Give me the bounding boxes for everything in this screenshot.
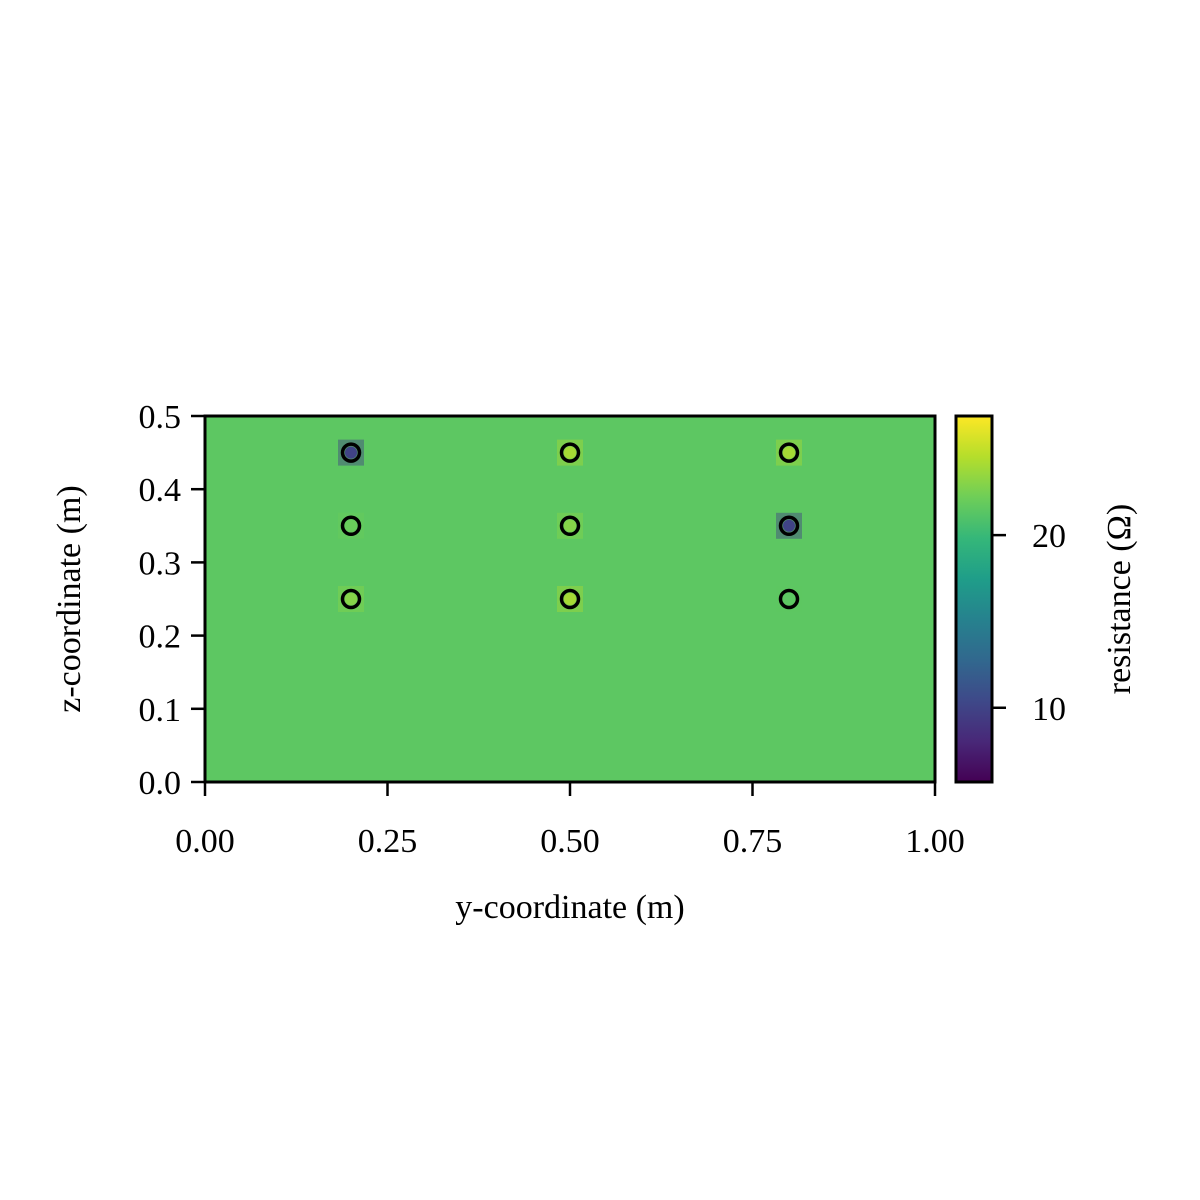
y-tick-label: 0.3 xyxy=(139,545,182,582)
electrode-core xyxy=(783,519,795,532)
y-tick-label: 0.0 xyxy=(139,765,182,802)
y-axis-label: z-coordinate (m) xyxy=(51,485,88,713)
y-tick-label: 0.5 xyxy=(139,399,182,436)
electrode-core xyxy=(564,446,576,459)
electrode-core xyxy=(783,593,795,605)
x-axis-label: y-coordinate (m) xyxy=(455,889,684,926)
x-tick-label: 0.00 xyxy=(175,823,235,860)
electrode-marker xyxy=(559,515,581,537)
colorbar-tick-label: 10 xyxy=(1032,691,1066,728)
x-tick-label: 0.25 xyxy=(358,823,418,860)
x-tick-label: 1.00 xyxy=(905,823,965,860)
electrode-marker xyxy=(340,588,362,610)
electrode-marker xyxy=(778,442,800,463)
x-tick-label: 0.50 xyxy=(540,823,600,860)
electrode-marker xyxy=(778,588,800,610)
electrode-marker xyxy=(778,515,800,537)
y-tick-label: 0.2 xyxy=(139,619,182,656)
electrode-marker xyxy=(559,588,581,610)
electrode-core xyxy=(564,519,576,532)
electrode-marker xyxy=(340,515,362,537)
electrode-markers xyxy=(340,442,800,610)
electrode-core xyxy=(783,446,795,459)
colorbar-ticks: 10 20 xyxy=(992,518,1066,728)
y-axis: 0.0 0.1 0.2 0.3 0.4 0.5 xyxy=(139,399,205,802)
electrode-core xyxy=(345,519,357,532)
electrode-marker xyxy=(559,442,581,463)
colorbar-scale xyxy=(954,414,994,784)
electrode-core xyxy=(564,593,576,605)
colorbar-label: resistance (Ω) xyxy=(1101,504,1138,694)
x-tick-label: 0.75 xyxy=(723,823,783,860)
electrode-core xyxy=(345,593,357,605)
electrode-marker xyxy=(340,442,362,463)
electrode-core xyxy=(345,446,357,459)
colorbar-tick-label: 20 xyxy=(1032,518,1066,555)
x-axis: 0.00 0.25 0.50 0.75 1.00 xyxy=(175,782,965,860)
colorbar: 10 20 resistance (Ω) xyxy=(954,414,1138,784)
y-tick-label: 0.4 xyxy=(139,472,182,509)
y-tick-label: 0.1 xyxy=(139,692,182,729)
plot-area xyxy=(203,414,937,784)
